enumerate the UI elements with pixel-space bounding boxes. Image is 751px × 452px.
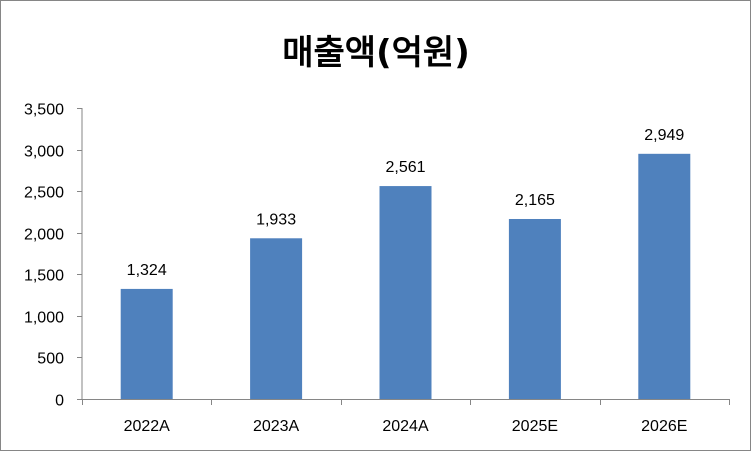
bar-2024A — [379, 186, 432, 399]
y-tick-label: 500 — [37, 351, 64, 368]
x-axis: 2022A 2023A 2024A 2025E 2026E — [82, 399, 730, 435]
x-tick-label: 2022A — [124, 418, 171, 435]
y-tick-label: 1,000 — [24, 310, 64, 327]
x-tick-label: 2024A — [382, 418, 429, 435]
bar-2023A — [250, 238, 303, 399]
bars — [120, 153, 691, 399]
data-label: 2,561 — [385, 159, 425, 176]
data-label: 2,949 — [644, 127, 684, 144]
chart-title: 매출액(억원) — [282, 33, 469, 73]
bar-2022A — [120, 288, 173, 399]
data-label: 1,933 — [256, 211, 296, 228]
data-labels: 1,324 1,933 2,561 2,165 2,949 — [127, 127, 685, 279]
y-axis: 0 500 1,000 1,500 2,000 2,500 3,000 3,500 — [24, 102, 83, 410]
y-tick-label: 0 — [55, 393, 64, 410]
bar-2026E — [638, 153, 691, 399]
y-tick-label: 2,500 — [24, 185, 64, 202]
y-tick-label: 2,000 — [24, 227, 64, 244]
x-tick-label: 2023A — [253, 418, 300, 435]
bar-2025E — [508, 218, 561, 399]
data-label: 1,324 — [127, 262, 167, 279]
y-tick-label: 3,500 — [24, 102, 64, 119]
y-tick-label: 1,500 — [24, 268, 64, 285]
x-tick-label: 2026E — [641, 418, 687, 435]
y-tick-label: 3,000 — [24, 144, 64, 161]
data-label: 2,165 — [515, 192, 555, 209]
x-tick-label: 2025E — [512, 418, 558, 435]
